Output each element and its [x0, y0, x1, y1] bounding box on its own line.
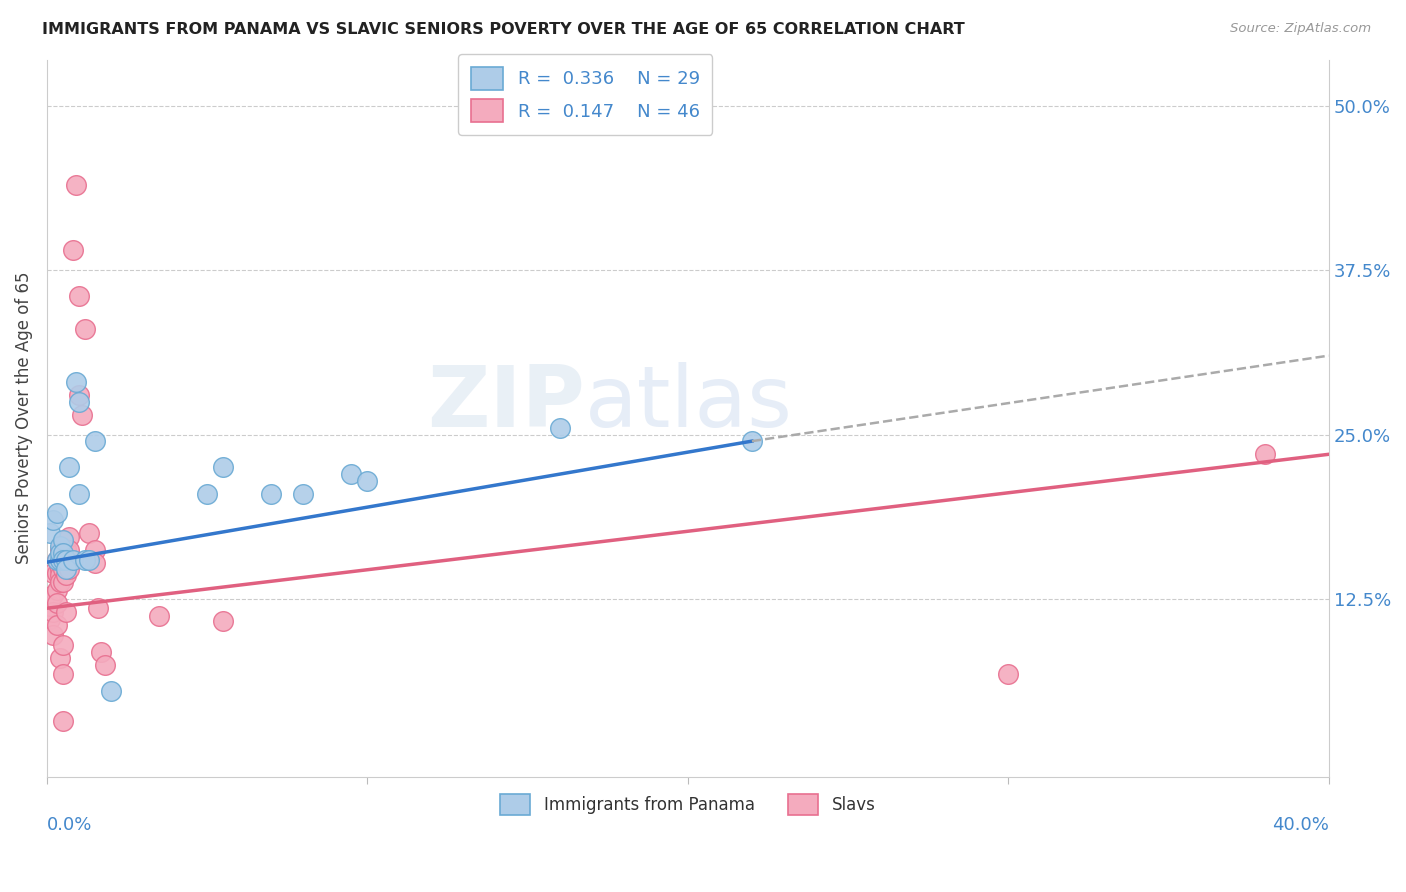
Text: Source: ZipAtlas.com: Source: ZipAtlas.com	[1230, 22, 1371, 36]
Point	[212, 460, 235, 475]
Point	[148, 609, 170, 624]
Point	[58, 543, 80, 558]
Point	[67, 388, 90, 402]
Point	[195, 487, 218, 501]
Point	[42, 513, 65, 527]
Point	[340, 467, 363, 481]
Point	[48, 540, 70, 554]
Point	[52, 562, 75, 576]
Point	[52, 667, 75, 681]
Point	[58, 530, 80, 544]
Point	[42, 605, 65, 619]
Point	[90, 645, 112, 659]
Point	[52, 546, 75, 560]
Point	[48, 546, 70, 560]
Point	[48, 552, 70, 566]
Point	[45, 552, 67, 566]
Point	[84, 557, 107, 571]
Point	[67, 487, 90, 501]
Point	[45, 596, 67, 610]
Point	[42, 566, 65, 580]
Text: 0.0%: 0.0%	[46, 816, 93, 834]
Point	[997, 667, 1019, 681]
Point	[55, 552, 77, 566]
Legend: Immigrants from Panama, Slavs: Immigrants from Panama, Slavs	[494, 788, 882, 822]
Point	[93, 657, 115, 672]
Point	[741, 434, 763, 449]
Point	[87, 601, 110, 615]
Point	[45, 507, 67, 521]
Point	[45, 552, 67, 566]
Point	[52, 552, 75, 566]
Y-axis label: Seniors Poverty Over the Age of 65: Seniors Poverty Over the Age of 65	[15, 272, 32, 565]
Point	[45, 618, 67, 632]
Point	[58, 460, 80, 475]
Point	[42, 627, 65, 641]
Point	[52, 533, 75, 547]
Text: atlas: atlas	[585, 362, 793, 445]
Point	[39, 592, 62, 607]
Point	[48, 543, 70, 558]
Point	[45, 566, 67, 580]
Point	[39, 599, 62, 613]
Point	[52, 574, 75, 589]
Point	[260, 487, 283, 501]
Point	[292, 487, 315, 501]
Point	[55, 568, 77, 582]
Point	[55, 541, 77, 556]
Point	[55, 605, 77, 619]
Point	[62, 244, 84, 258]
Text: ZIP: ZIP	[427, 362, 585, 445]
Point	[77, 526, 100, 541]
Point	[356, 474, 378, 488]
Point	[42, 588, 65, 602]
Point	[55, 562, 77, 576]
Point	[48, 562, 70, 576]
Point	[70, 408, 93, 422]
Point	[77, 552, 100, 566]
Point	[52, 552, 75, 566]
Point	[75, 552, 97, 566]
Point	[48, 574, 70, 589]
Point	[62, 552, 84, 566]
Point	[48, 568, 70, 582]
Point	[65, 178, 87, 192]
Point	[58, 562, 80, 576]
Point	[65, 375, 87, 389]
Point	[84, 434, 107, 449]
Point	[39, 526, 62, 541]
Text: 40.0%: 40.0%	[1272, 816, 1329, 834]
Point	[45, 582, 67, 597]
Point	[67, 289, 90, 303]
Point	[212, 615, 235, 629]
Point	[39, 612, 62, 626]
Point	[52, 638, 75, 652]
Point	[67, 394, 90, 409]
Text: IMMIGRANTS FROM PANAMA VS SLAVIC SENIORS POVERTY OVER THE AGE OF 65 CORRELATION : IMMIGRANTS FROM PANAMA VS SLAVIC SENIORS…	[42, 22, 965, 37]
Point	[84, 543, 107, 558]
Point	[100, 684, 122, 698]
Point	[48, 651, 70, 665]
Point	[52, 535, 75, 549]
Point	[548, 421, 571, 435]
Point	[52, 714, 75, 729]
Point	[75, 322, 97, 336]
Point	[1253, 447, 1275, 461]
